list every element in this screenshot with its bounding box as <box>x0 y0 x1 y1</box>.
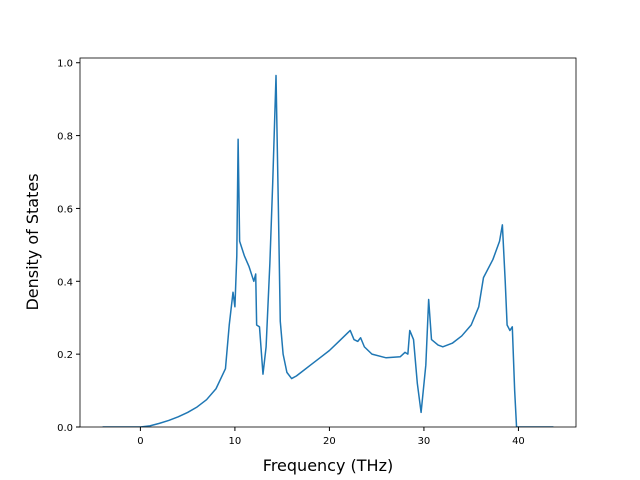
x-tick-label: 0 <box>137 436 143 447</box>
x-axis-label: Frequency (THz) <box>263 456 393 475</box>
x-tick-label: 10 <box>229 436 242 447</box>
y-axis-label: Density of States <box>23 173 42 310</box>
y-tick-label: 0.6 <box>57 204 73 215</box>
x-tick-label: 40 <box>512 436 525 447</box>
y-tick-label: 0.8 <box>57 132 73 143</box>
plot-frame <box>79 57 577 428</box>
y-tick-label: 0.0 <box>57 423 73 434</box>
data-line <box>102 74 554 427</box>
x-tick-label: 20 <box>323 436 336 447</box>
x-tick-label: 30 <box>418 436 431 447</box>
y-tick-label: 0.4 <box>57 277 73 288</box>
y-tick-label: 1.0 <box>57 59 73 70</box>
y-tick-label: 0.2 <box>57 350 73 361</box>
